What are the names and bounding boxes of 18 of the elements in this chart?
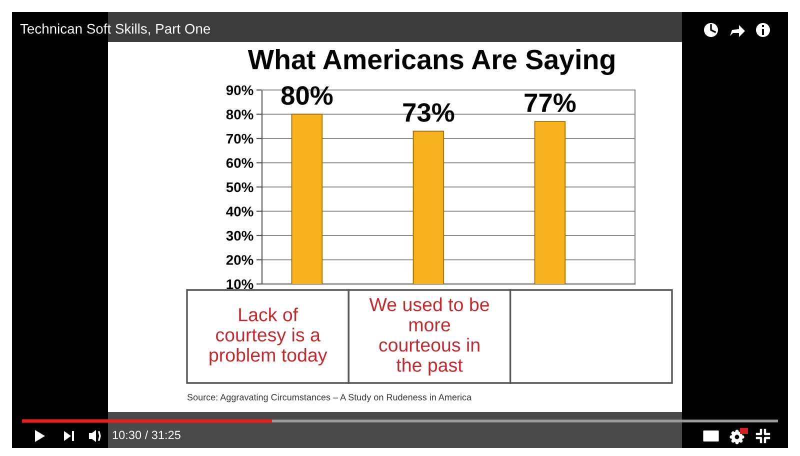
y-tick-label: 10% <box>226 279 254 290</box>
y-tick-label: 30% <box>226 230 254 241</box>
chart-title: What Americans Are Saying <box>248 48 614 76</box>
y-tick-label: 70% <box>226 134 254 144</box>
y-tick-label: 60% <box>226 158 254 168</box>
x-tick-label: Lack of courtesy is a problem today <box>210 308 328 366</box>
text: Technican Soft Skills, Part One <box>20 24 210 36</box>
source-note: Source: Aggravating Circumstances – A Study on Rudeness in America <box>187 394 472 402</box>
text: 10:30 / 31:25 <box>112 430 180 440</box>
y-tick-label: 80% <box>226 110 254 120</box>
y-tick-label: 20% <box>226 255 254 265</box>
x-tick-label: We used to be more courteous in the past <box>369 297 489 376</box>
y-tick-label: 50% <box>226 182 254 192</box>
data-label: 80% <box>281 86 333 105</box>
y-tick-label: 40% <box>226 206 254 216</box>
y-tick-label: 90% <box>226 85 254 96</box>
data-label: 77% <box>524 94 576 112</box>
data-label: 73% <box>403 103 454 122</box>
